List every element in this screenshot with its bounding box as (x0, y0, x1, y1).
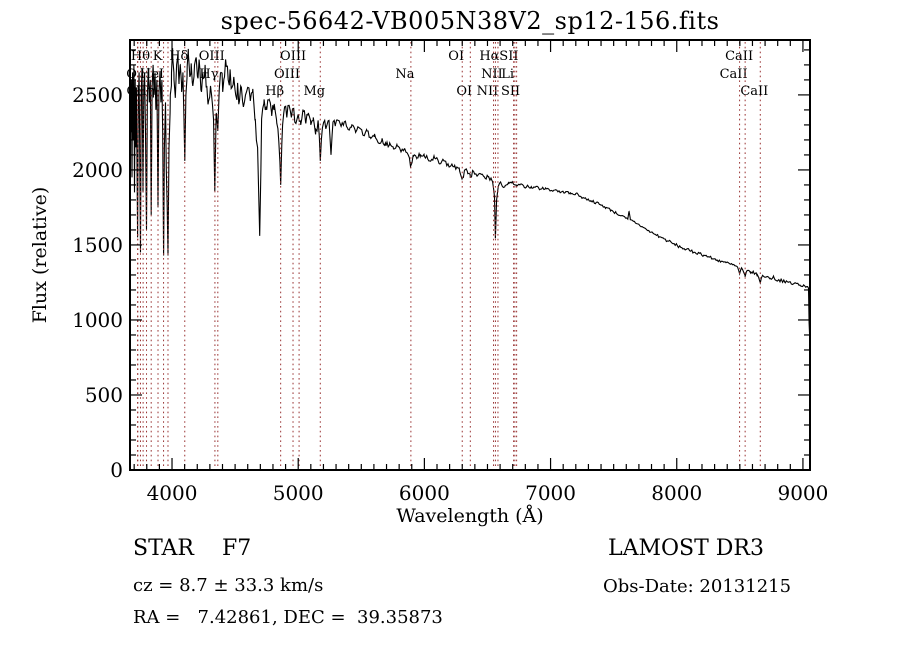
x-tick-label: 4000 (147, 481, 198, 505)
spectral-line-label: O (126, 84, 137, 99)
y-tick-label: 2000 (72, 158, 123, 182)
spectral-line-label: K (153, 49, 163, 64)
spectral-line-label: OIII (280, 49, 306, 64)
y-tick-label: 500 (85, 383, 123, 407)
spectral-line-label: NII (477, 84, 499, 99)
spectral-line-label: Mg (303, 84, 325, 99)
cz-velocity-label: cz = 8.7 ± 33.3 km/s (133, 575, 324, 596)
spectral-line-label: Li (501, 67, 514, 82)
y-tick-label: 0 (110, 458, 123, 482)
plot-frame (129, 39, 811, 471)
y-tick-label: 2500 (72, 83, 123, 107)
obs-date-label: Obs-Date: 20131215 (603, 576, 792, 597)
x-tick-label: 8000 (651, 481, 702, 505)
spectral-line-label: NII (481, 67, 503, 82)
spectrum-trace (129, 48, 811, 470)
spectral-line-label: CaII (725, 49, 753, 64)
spectral-line-label: OIII (199, 49, 225, 64)
spectral-line-label: Hγ (199, 67, 218, 82)
survey-label: LAMOST DR3 (608, 536, 764, 561)
ra-dec-label: RA = 7.42861, DEC = 39.35873 (133, 607, 443, 628)
spectral-line-label: OIII (274, 67, 300, 82)
spectral-line-label: SII (501, 84, 520, 99)
object-class-label: STAR F7 (133, 536, 252, 561)
spectral-line-label: Hθ (131, 49, 150, 64)
x-tick-label: 9000 (777, 481, 828, 505)
spectral-line-label: O (126, 67, 137, 82)
spectral-line-label: SII (499, 49, 518, 64)
spectral-line-label: OI (456, 84, 472, 99)
spectral-line-label: CaII (720, 67, 748, 82)
spectral-line-label: Hη (136, 84, 155, 99)
spectral-line-label: Hα (479, 49, 499, 64)
spectral-line-label: Hβ (265, 84, 284, 99)
spectral-line-label: HeI (140, 67, 164, 82)
y-tick-label: 1500 (72, 233, 123, 257)
spectral-line-label: CaII (740, 84, 768, 99)
x-axis-label: Wavelength (Å) (396, 505, 544, 527)
spectral-line-label: Na (395, 67, 414, 82)
y-tick-label: 1000 (72, 308, 123, 332)
spectral-line-label: Hδ (169, 49, 188, 64)
page-title: spec-56642-VB005N38V2_sp12-156.fits (220, 7, 720, 35)
x-tick-label: 7000 (525, 481, 576, 505)
x-tick-label: 6000 (399, 481, 450, 505)
x-tick-label: 5000 (273, 481, 324, 505)
y-axis-label: Flux (relative) (29, 186, 51, 324)
spectral-line-label: OI (448, 49, 464, 64)
